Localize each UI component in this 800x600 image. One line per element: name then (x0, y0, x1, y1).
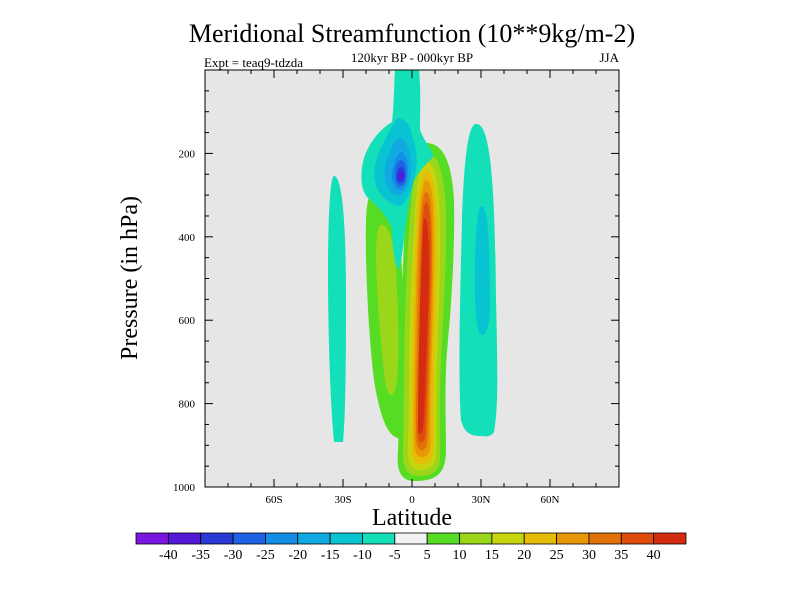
x-tick-label: 30S (334, 494, 351, 506)
sh-negative-strip (328, 176, 346, 442)
colorbar-label: 10 (453, 548, 467, 563)
colorbar-swatch (329, 532, 363, 545)
colorbar-swatch (588, 532, 622, 545)
colorbar-swatch (556, 532, 590, 545)
colorbar-swatch (297, 532, 331, 545)
y-axis-ticks: 200 400 600 800 1000 (173, 90, 619, 494)
contour-field (328, 70, 498, 482)
colorbar-label: 20 (517, 548, 531, 563)
x-tick-label: 60S (265, 494, 282, 506)
upper-negative-40 (398, 172, 404, 180)
colorbar-swatch (523, 532, 557, 545)
colorbar-label: -30 (224, 548, 243, 563)
colorbar-label: -35 (191, 548, 210, 563)
colorbar-label: -25 (256, 548, 275, 563)
colorbar-swatch (200, 532, 234, 545)
y-tick-label: 1000 (173, 482, 196, 494)
colorbar-swatch (653, 532, 687, 545)
y-tick-label: 400 (179, 232, 196, 244)
nh-negative-core (474, 206, 490, 335)
colorbar-label: -5 (389, 548, 401, 563)
colorbar-swatch (167, 532, 202, 545)
x-tick-label: 60N (541, 494, 560, 506)
x-axis-ticks: 60S 30S 0 30N 60N (227, 70, 597, 506)
colorbar-label: -10 (353, 548, 372, 563)
colorbar-label: 35 (614, 548, 628, 563)
colorbar: -40 -35 -30 -25 -20 -15 -10 -5 5 10 15 20 25 30 35 40 (135, 532, 687, 563)
colorbar-swatch (426, 532, 460, 545)
colorbar-swatch (232, 532, 266, 545)
colorbar-swatch (620, 532, 655, 545)
colorbar-label: 5 (424, 548, 431, 563)
colorbar-swatch (491, 532, 525, 545)
colorbar-label: 40 (647, 548, 661, 563)
sh-positive-inner (376, 224, 399, 395)
colorbar-swatch (394, 532, 428, 545)
colorbar-label: 30 (582, 548, 596, 563)
colorbar-swatch (459, 532, 493, 545)
x-tick-label: 30N (472, 494, 491, 506)
colorbar-label: 15 (485, 548, 499, 563)
colorbar-swatch (265, 532, 299, 545)
y-tick-label: 800 (179, 399, 196, 411)
season-label: JJA (599, 50, 619, 65)
chart-subtitle: 120kyr BP - 000kyr BP (351, 50, 473, 65)
colorbar-label: -15 (321, 548, 340, 563)
chart-title: Meridional Streamfunction (10**9kg/m-2) (189, 19, 635, 48)
y-axis-label: Pressure (in hPa) (117, 196, 143, 360)
colorbar-label: -40 (159, 548, 178, 563)
y-tick-label: 200 (179, 148, 196, 160)
y-tick-label: 600 (179, 315, 196, 327)
experiment-label: Expt = teaq9-tdzda (204, 55, 303, 70)
colorbar-label: 25 (550, 548, 564, 563)
x-tick-label: 0 (409, 494, 415, 506)
colorbar-swatch (362, 532, 396, 545)
colorbar-label: -20 (288, 548, 307, 563)
x-axis-label: Latitude (372, 505, 452, 531)
eq-positive-40 (418, 218, 429, 434)
colorbar-swatch (135, 532, 169, 545)
